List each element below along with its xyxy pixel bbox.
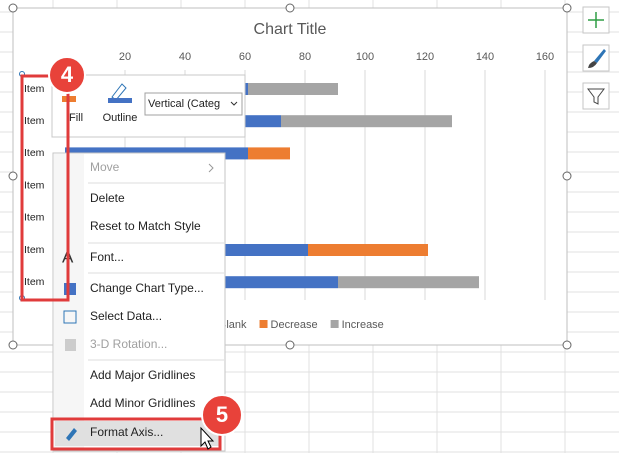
category-label: Item (24, 244, 45, 256)
resize-handle[interactable] (285, 340, 295, 350)
x-tick-label: 140 (476, 51, 494, 63)
x-tick-label: 40 (179, 51, 191, 63)
legend-swatch (259, 320, 268, 328)
resize-handle[interactable] (8, 171, 18, 181)
bar-segment (248, 83, 338, 95)
chart-styles-button[interactable] (582, 44, 610, 72)
resize-handle[interactable] (562, 171, 572, 181)
legend-label: Increase (342, 319, 384, 331)
chart-title: Chart Title (254, 21, 327, 38)
menu-item: Move (90, 160, 120, 174)
category-label: Item (24, 147, 45, 159)
callout-badge (48, 56, 86, 94)
x-tick-label: 120 (416, 51, 434, 63)
bar-segment (281, 115, 452, 128)
menu-item[interactable]: Delete (90, 191, 125, 205)
x-tick-label: 160 (536, 51, 554, 63)
category-label: Item (24, 83, 45, 95)
callout-badge (201, 394, 243, 436)
x-tick-label: 60 (239, 51, 251, 63)
callout-number: 4 (61, 62, 74, 87)
menu-item[interactable]: Font... (90, 250, 124, 264)
resize-handle[interactable] (8, 3, 18, 13)
bar-segment (338, 276, 479, 289)
resize-handle[interactable] (8, 340, 18, 350)
menu-item[interactable]: Change Chart Type... (90, 281, 204, 295)
chart-filters-button[interactable] (582, 82, 610, 110)
category-label: Item (24, 115, 45, 127)
menu-item[interactable]: Add Minor Gridlines (90, 396, 195, 410)
category-label: Item (24, 212, 45, 224)
outline-icon[interactable] (108, 98, 132, 103)
callout-number: 5 (216, 402, 228, 427)
resize-handle[interactable] (285, 3, 295, 13)
mini-toolbar: Fill Outline Vertical (Categ (51, 74, 246, 138)
chart-elements-button[interactable] (582, 6, 610, 34)
mouse-cursor (200, 426, 215, 450)
category-label: Item (24, 179, 45, 191)
menu-item[interactable]: Reset to Match Style (90, 219, 201, 233)
bar-segment (248, 147, 290, 160)
category-label: Item (24, 276, 45, 288)
menu-item: 3-D Rotation... (90, 337, 167, 351)
x-tick-label: 100 (356, 51, 374, 63)
element-dropdown[interactable] (144, 92, 243, 116)
resize-handle[interactable] (562, 3, 572, 13)
menu-hover (55, 421, 220, 446)
legend-label: Decrease (271, 319, 318, 331)
resize-handle[interactable] (562, 340, 572, 350)
menu-item[interactable]: Format Axis... (90, 425, 163, 439)
fill-button[interactable]: Fill (69, 112, 83, 124)
x-tick-label: 80 (299, 51, 311, 63)
dropdown-text: Vertical (Categ (148, 98, 220, 110)
bar-segment (308, 244, 428, 256)
legend-label: Blank (219, 319, 247, 331)
menu-item[interactable]: Select Data... (90, 309, 162, 323)
outline-button[interactable]: Outline (103, 112, 138, 124)
highlight-box (20, 74, 70, 302)
x-tick-label: 20 (119, 51, 131, 63)
menu-item[interactable]: Add Major Gridlines (90, 368, 195, 382)
legend-swatch (330, 320, 339, 328)
